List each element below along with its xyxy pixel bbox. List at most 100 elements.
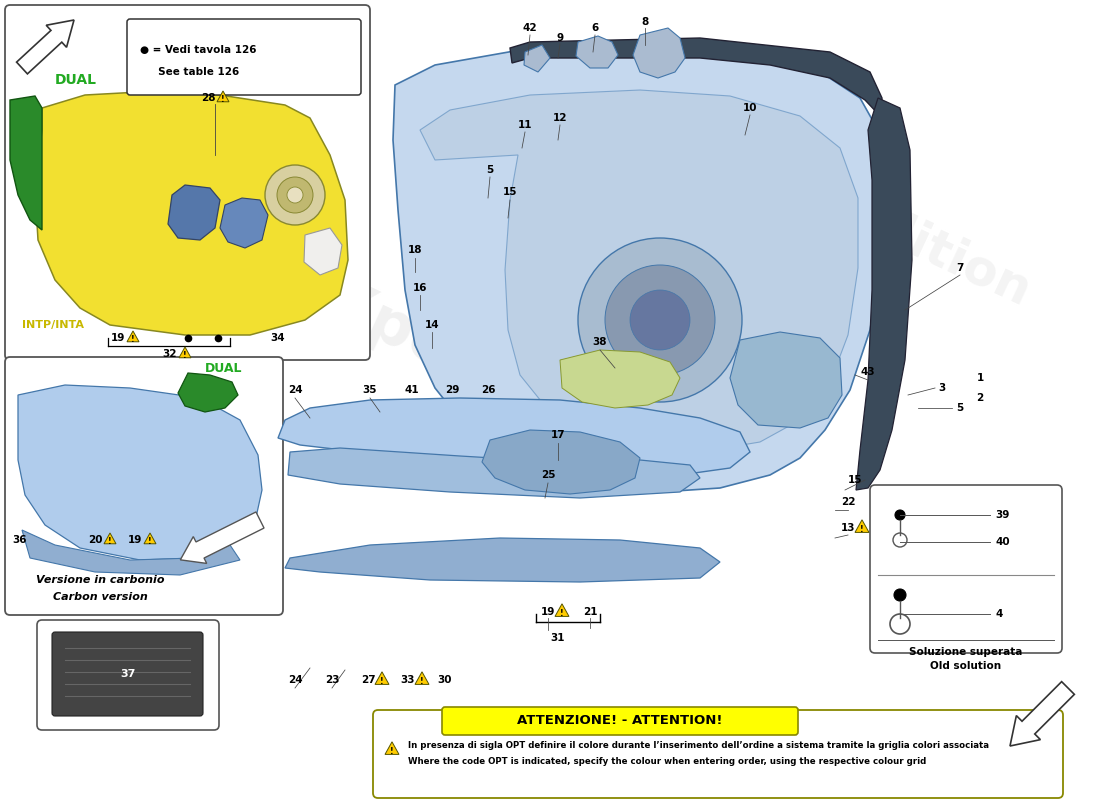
Polygon shape: [168, 185, 220, 240]
Text: See table 126: See table 126: [140, 67, 240, 77]
Polygon shape: [730, 332, 842, 428]
Text: !: !: [860, 525, 864, 534]
Text: 26: 26: [481, 385, 495, 395]
FancyBboxPatch shape: [6, 5, 370, 360]
Text: 22: 22: [840, 497, 856, 507]
Text: Soluzione superata: Soluzione superata: [910, 647, 1023, 657]
FancyBboxPatch shape: [442, 707, 798, 735]
Polygon shape: [855, 520, 869, 533]
Text: 10: 10: [742, 103, 757, 113]
Text: 38: 38: [593, 337, 607, 347]
Text: 29: 29: [444, 385, 459, 395]
Text: 27: 27: [361, 675, 375, 685]
Text: 24: 24: [288, 385, 302, 395]
Text: 13: 13: [840, 523, 856, 533]
Text: 24: 24: [288, 675, 302, 685]
Text: 11: 11: [518, 120, 532, 130]
Text: 28: 28: [200, 93, 216, 103]
Text: 16: 16: [412, 283, 427, 293]
Text: 32: 32: [163, 349, 177, 359]
Circle shape: [630, 290, 690, 350]
Text: !: !: [560, 609, 564, 618]
Polygon shape: [144, 533, 156, 544]
FancyBboxPatch shape: [6, 357, 283, 615]
Text: 19: 19: [541, 607, 556, 617]
Text: ATTENZIONE! - ATTENTION!: ATTENZIONE! - ATTENTION!: [517, 714, 723, 727]
Text: 9: 9: [557, 33, 563, 43]
FancyBboxPatch shape: [52, 632, 204, 716]
Polygon shape: [104, 533, 116, 544]
Text: 19: 19: [111, 333, 125, 343]
Circle shape: [578, 238, 742, 402]
Text: 15: 15: [503, 187, 517, 197]
Text: !: !: [221, 94, 224, 103]
Polygon shape: [560, 350, 680, 408]
Polygon shape: [278, 398, 750, 475]
Text: 20: 20: [88, 535, 102, 545]
Text: !: !: [131, 334, 135, 343]
Circle shape: [287, 187, 303, 203]
Text: DUAL: DUAL: [205, 362, 242, 375]
Circle shape: [265, 165, 324, 225]
Polygon shape: [856, 98, 912, 490]
Text: 85: 85: [883, 485, 1057, 606]
Text: eXpedition: eXpedition: [741, 143, 1040, 317]
Text: 14: 14: [425, 320, 439, 330]
Polygon shape: [18, 385, 262, 560]
Text: 8: 8: [641, 17, 649, 27]
Polygon shape: [385, 742, 399, 754]
Text: 23: 23: [324, 675, 339, 685]
Text: Old solution: Old solution: [931, 661, 1002, 671]
FancyArrow shape: [1010, 682, 1075, 746]
Circle shape: [894, 589, 906, 601]
Text: !: !: [390, 746, 394, 756]
FancyBboxPatch shape: [37, 620, 219, 730]
Text: Versione in carbonio: Versione in carbonio: [35, 575, 164, 585]
Polygon shape: [10, 96, 42, 230]
Text: 5: 5: [956, 403, 964, 413]
Text: !: !: [420, 677, 424, 686]
Polygon shape: [524, 45, 550, 72]
Polygon shape: [482, 430, 640, 494]
FancyBboxPatch shape: [373, 710, 1063, 798]
Polygon shape: [126, 331, 139, 342]
Text: 41: 41: [405, 385, 419, 395]
Polygon shape: [393, 45, 886, 492]
Text: 19: 19: [128, 535, 142, 545]
Polygon shape: [510, 38, 882, 118]
Text: 3: 3: [938, 383, 946, 393]
Text: !: !: [381, 677, 384, 686]
Text: 5: 5: [486, 165, 494, 175]
Polygon shape: [375, 672, 389, 685]
FancyBboxPatch shape: [870, 485, 1062, 653]
Circle shape: [895, 510, 905, 520]
Text: 2: 2: [977, 393, 983, 403]
Text: 35: 35: [363, 385, 377, 395]
Text: 34: 34: [271, 333, 285, 343]
Text: eXpedition: eXpedition: [278, 254, 642, 466]
Text: 1: 1: [977, 373, 983, 383]
Text: 31: 31: [551, 633, 565, 643]
Text: 40: 40: [996, 537, 1010, 547]
Text: ● = Vedi tavola 126: ● = Vedi tavola 126: [140, 45, 256, 55]
Polygon shape: [415, 672, 429, 685]
Polygon shape: [576, 36, 618, 68]
Text: 30: 30: [438, 675, 452, 685]
FancyArrow shape: [16, 20, 74, 74]
FancyArrow shape: [180, 512, 264, 563]
Text: 15: 15: [848, 475, 862, 485]
Text: !: !: [148, 537, 152, 546]
Text: Carbon version: Carbon version: [53, 592, 147, 602]
Polygon shape: [22, 530, 240, 575]
Polygon shape: [285, 538, 720, 582]
Polygon shape: [179, 347, 191, 358]
Text: DUAL: DUAL: [55, 73, 97, 87]
Text: 36: 36: [13, 535, 28, 545]
Text: 39: 39: [996, 510, 1010, 520]
Polygon shape: [35, 92, 348, 335]
Text: 21: 21: [583, 607, 597, 617]
Text: In presenza di sigla OPT definire il colore durante l’inserimento dell’ordine a : In presenza di sigla OPT definire il col…: [408, 742, 989, 750]
Text: 7: 7: [956, 263, 964, 273]
Circle shape: [277, 177, 313, 213]
Polygon shape: [304, 228, 342, 275]
